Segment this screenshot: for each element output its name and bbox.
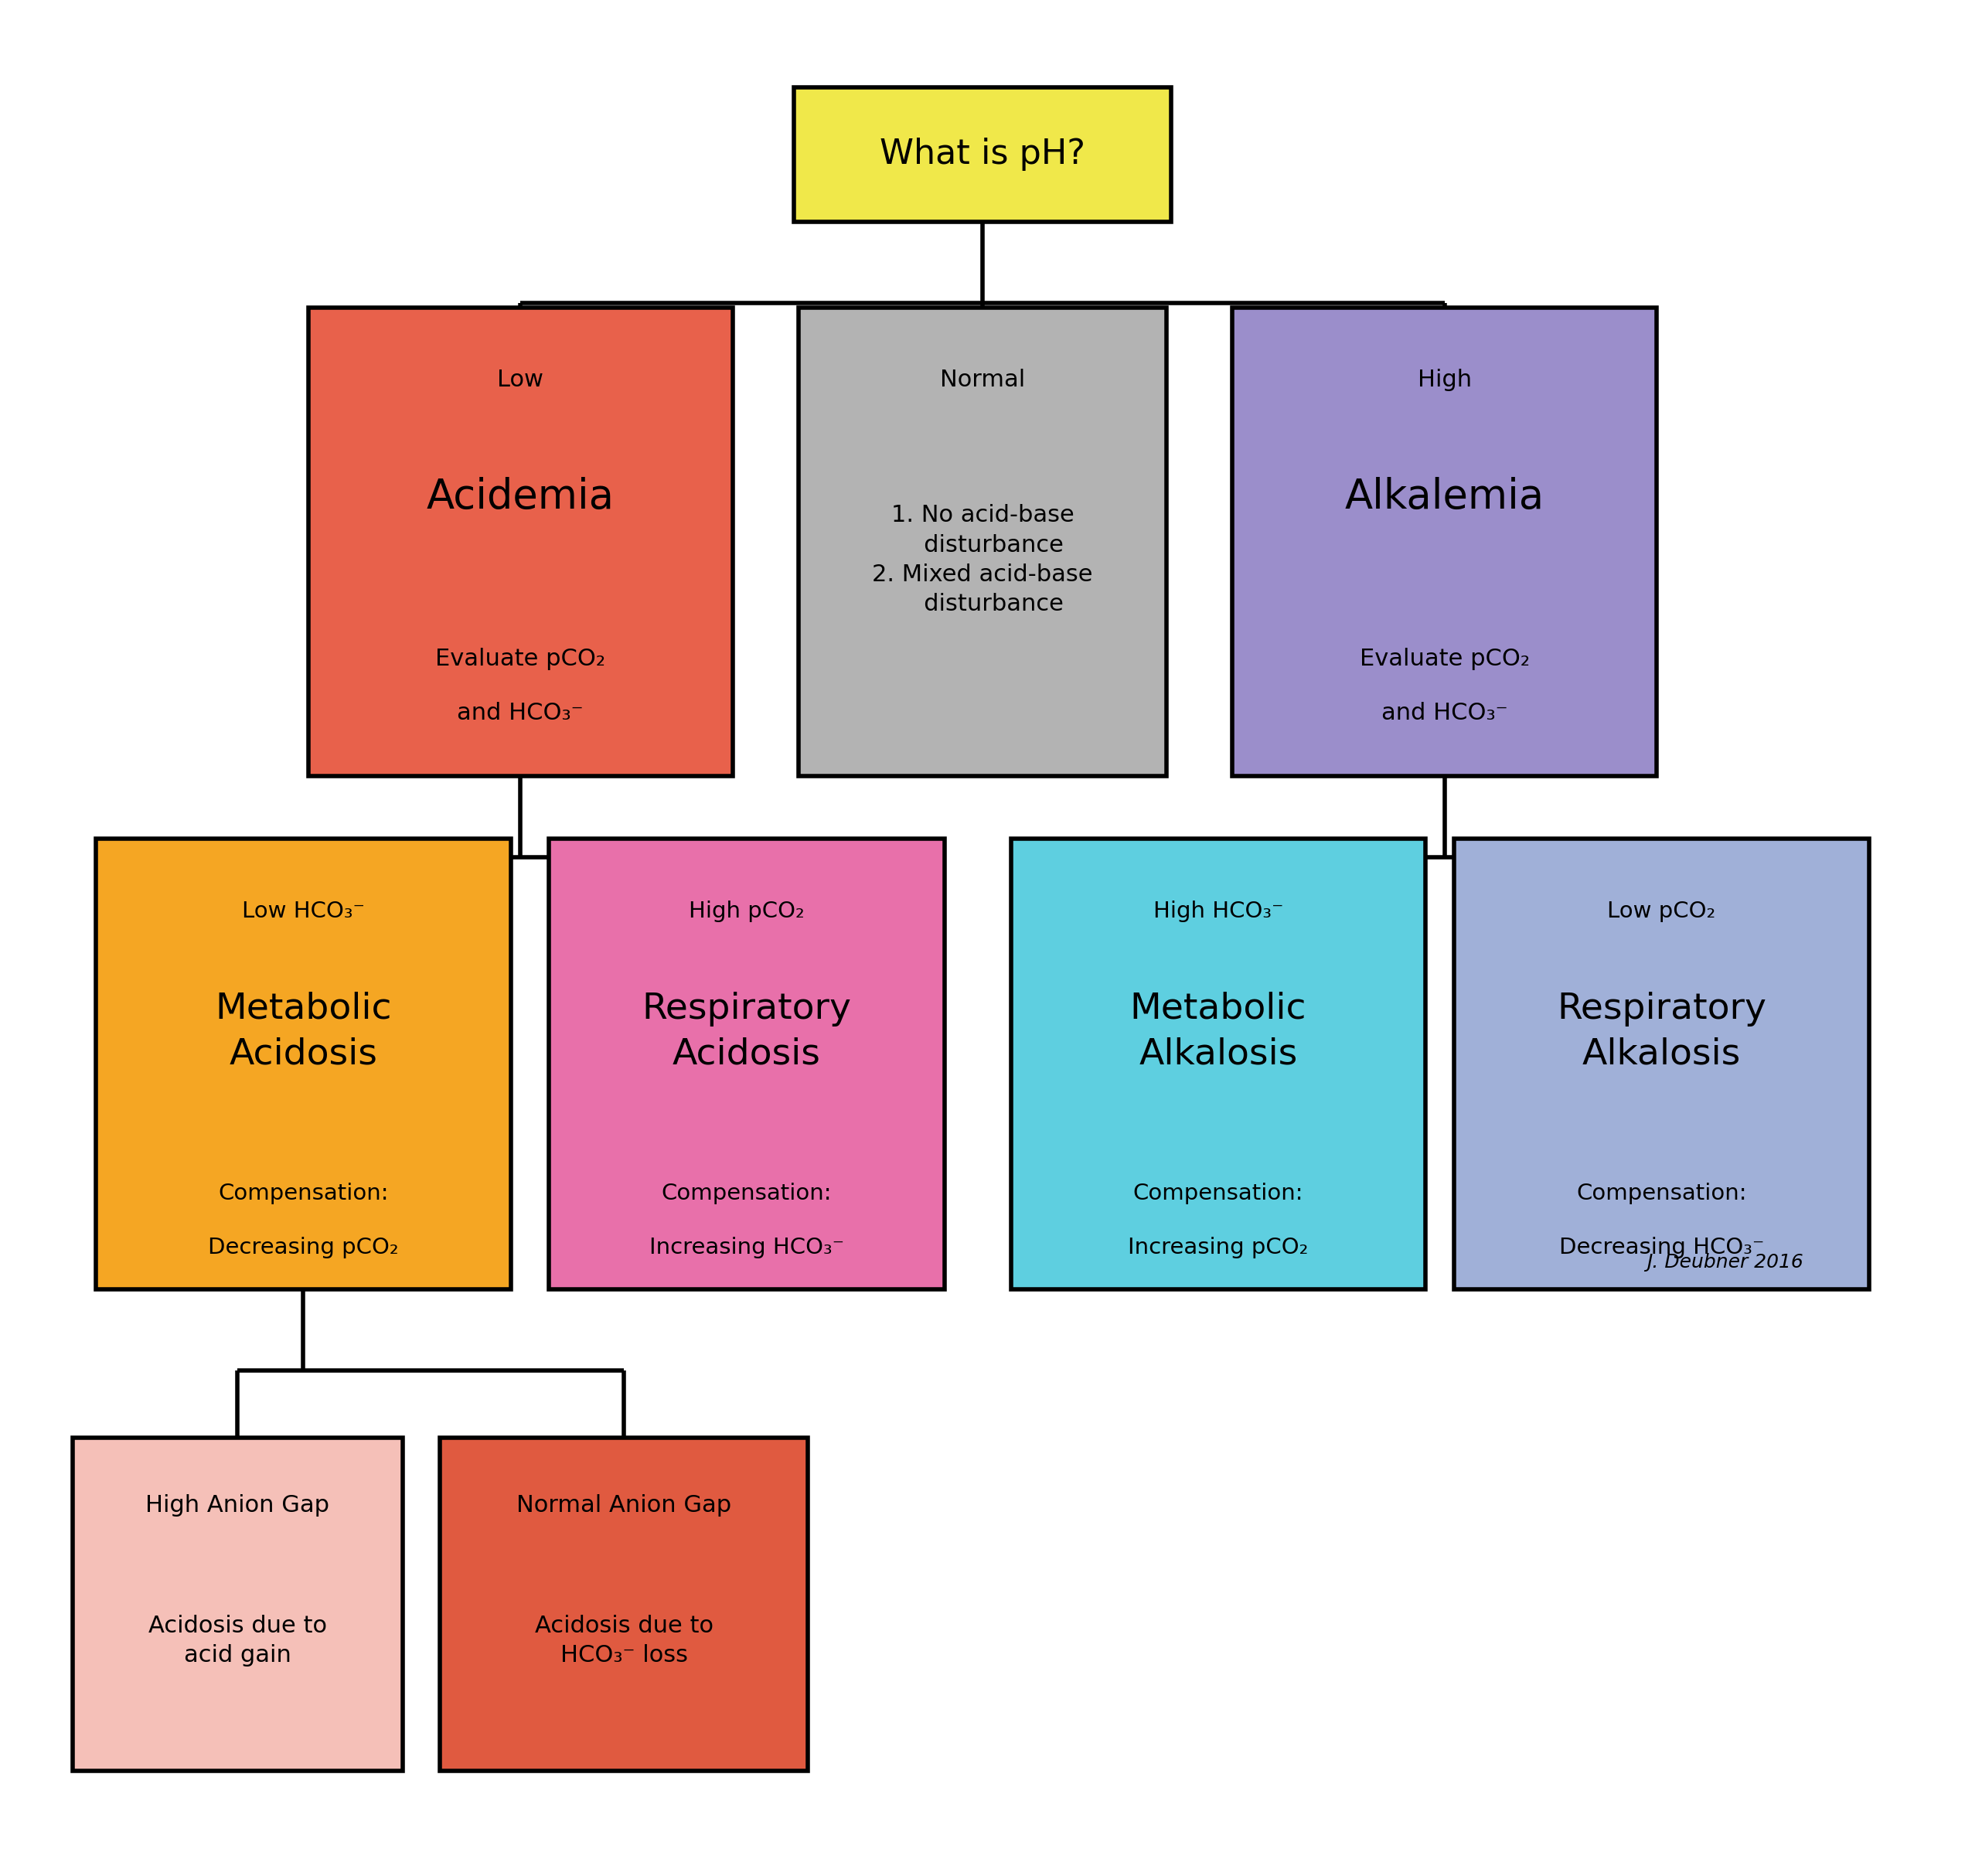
FancyBboxPatch shape <box>309 308 733 777</box>
Text: Metabolic
Acidosis: Metabolic Acidosis <box>214 991 391 1071</box>
Text: Evaluate pCO₂: Evaluate pCO₂ <box>436 647 605 670</box>
FancyBboxPatch shape <box>1010 839 1427 1289</box>
Text: Increasing pCO₂: Increasing pCO₂ <box>1128 1236 1309 1259</box>
FancyBboxPatch shape <box>548 839 945 1289</box>
FancyBboxPatch shape <box>96 839 511 1289</box>
Text: Low: Low <box>497 368 544 390</box>
Text: 1. No acid-base
   disturbance
2. Mixed acid-base
   disturbance: 1. No acid-base disturbance 2. Mixed aci… <box>872 505 1093 615</box>
Text: and HCO₃⁻: and HCO₃⁻ <box>458 702 584 724</box>
FancyBboxPatch shape <box>1232 308 1656 777</box>
Text: and HCO₃⁻: and HCO₃⁻ <box>1381 702 1507 724</box>
FancyBboxPatch shape <box>1454 839 1869 1289</box>
FancyBboxPatch shape <box>73 1437 403 1771</box>
Text: Respiratory
Alkalosis: Respiratory Alkalosis <box>1556 991 1767 1071</box>
Text: Acidosis due to
HCO₃⁻ loss: Acidosis due to HCO₃⁻ loss <box>534 1615 713 1666</box>
Text: Increasing HCO₃⁻: Increasing HCO₃⁻ <box>648 1236 845 1259</box>
Text: Acidosis due to
acid gain: Acidosis due to acid gain <box>147 1615 326 1666</box>
Text: Normal: Normal <box>939 368 1026 390</box>
Text: Acidemia: Acidemia <box>426 477 615 518</box>
Text: Evaluate pCO₂: Evaluate pCO₂ <box>1360 647 1529 670</box>
Text: High HCO₃⁻: High HCO₃⁻ <box>1153 900 1283 921</box>
Text: High pCO₂: High pCO₂ <box>690 900 804 921</box>
Text: High Anion Gap: High Anion Gap <box>145 1493 330 1516</box>
FancyBboxPatch shape <box>440 1437 808 1771</box>
Text: Alkalemia: Alkalemia <box>1344 477 1544 518</box>
FancyBboxPatch shape <box>798 308 1167 777</box>
Text: Respiratory
Acidosis: Respiratory Acidosis <box>643 991 851 1071</box>
Text: What is pH?: What is pH? <box>880 139 1085 171</box>
Text: Decreasing HCO₃⁻: Decreasing HCO₃⁻ <box>1558 1236 1765 1259</box>
Text: Decreasing pCO₂: Decreasing pCO₂ <box>208 1236 399 1259</box>
Text: Low pCO₂: Low pCO₂ <box>1607 900 1715 921</box>
Text: Compensation:: Compensation: <box>218 1184 389 1204</box>
Text: Metabolic
Alkalosis: Metabolic Alkalosis <box>1130 991 1307 1071</box>
Text: Low HCO₃⁻: Low HCO₃⁻ <box>242 900 365 921</box>
Text: Compensation:: Compensation: <box>1576 1184 1747 1204</box>
Text: Normal Anion Gap: Normal Anion Gap <box>517 1493 731 1516</box>
Text: High: High <box>1417 368 1472 390</box>
Text: Compensation:: Compensation: <box>662 1184 831 1204</box>
Text: Compensation:: Compensation: <box>1134 1184 1303 1204</box>
Text: J. Deubner 2016: J. Deubner 2016 <box>1647 1253 1804 1272</box>
FancyBboxPatch shape <box>794 86 1171 221</box>
